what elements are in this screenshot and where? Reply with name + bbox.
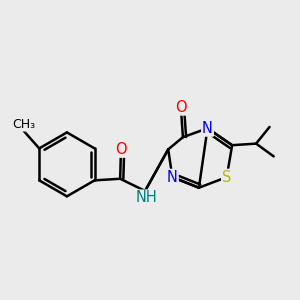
Text: CH₃: CH₃ bbox=[12, 118, 35, 131]
Text: N: N bbox=[202, 121, 213, 136]
Text: O: O bbox=[176, 100, 187, 115]
Text: O: O bbox=[115, 142, 127, 157]
Text: N: N bbox=[167, 170, 178, 185]
Text: NH: NH bbox=[136, 190, 157, 206]
Text: S: S bbox=[222, 170, 231, 185]
